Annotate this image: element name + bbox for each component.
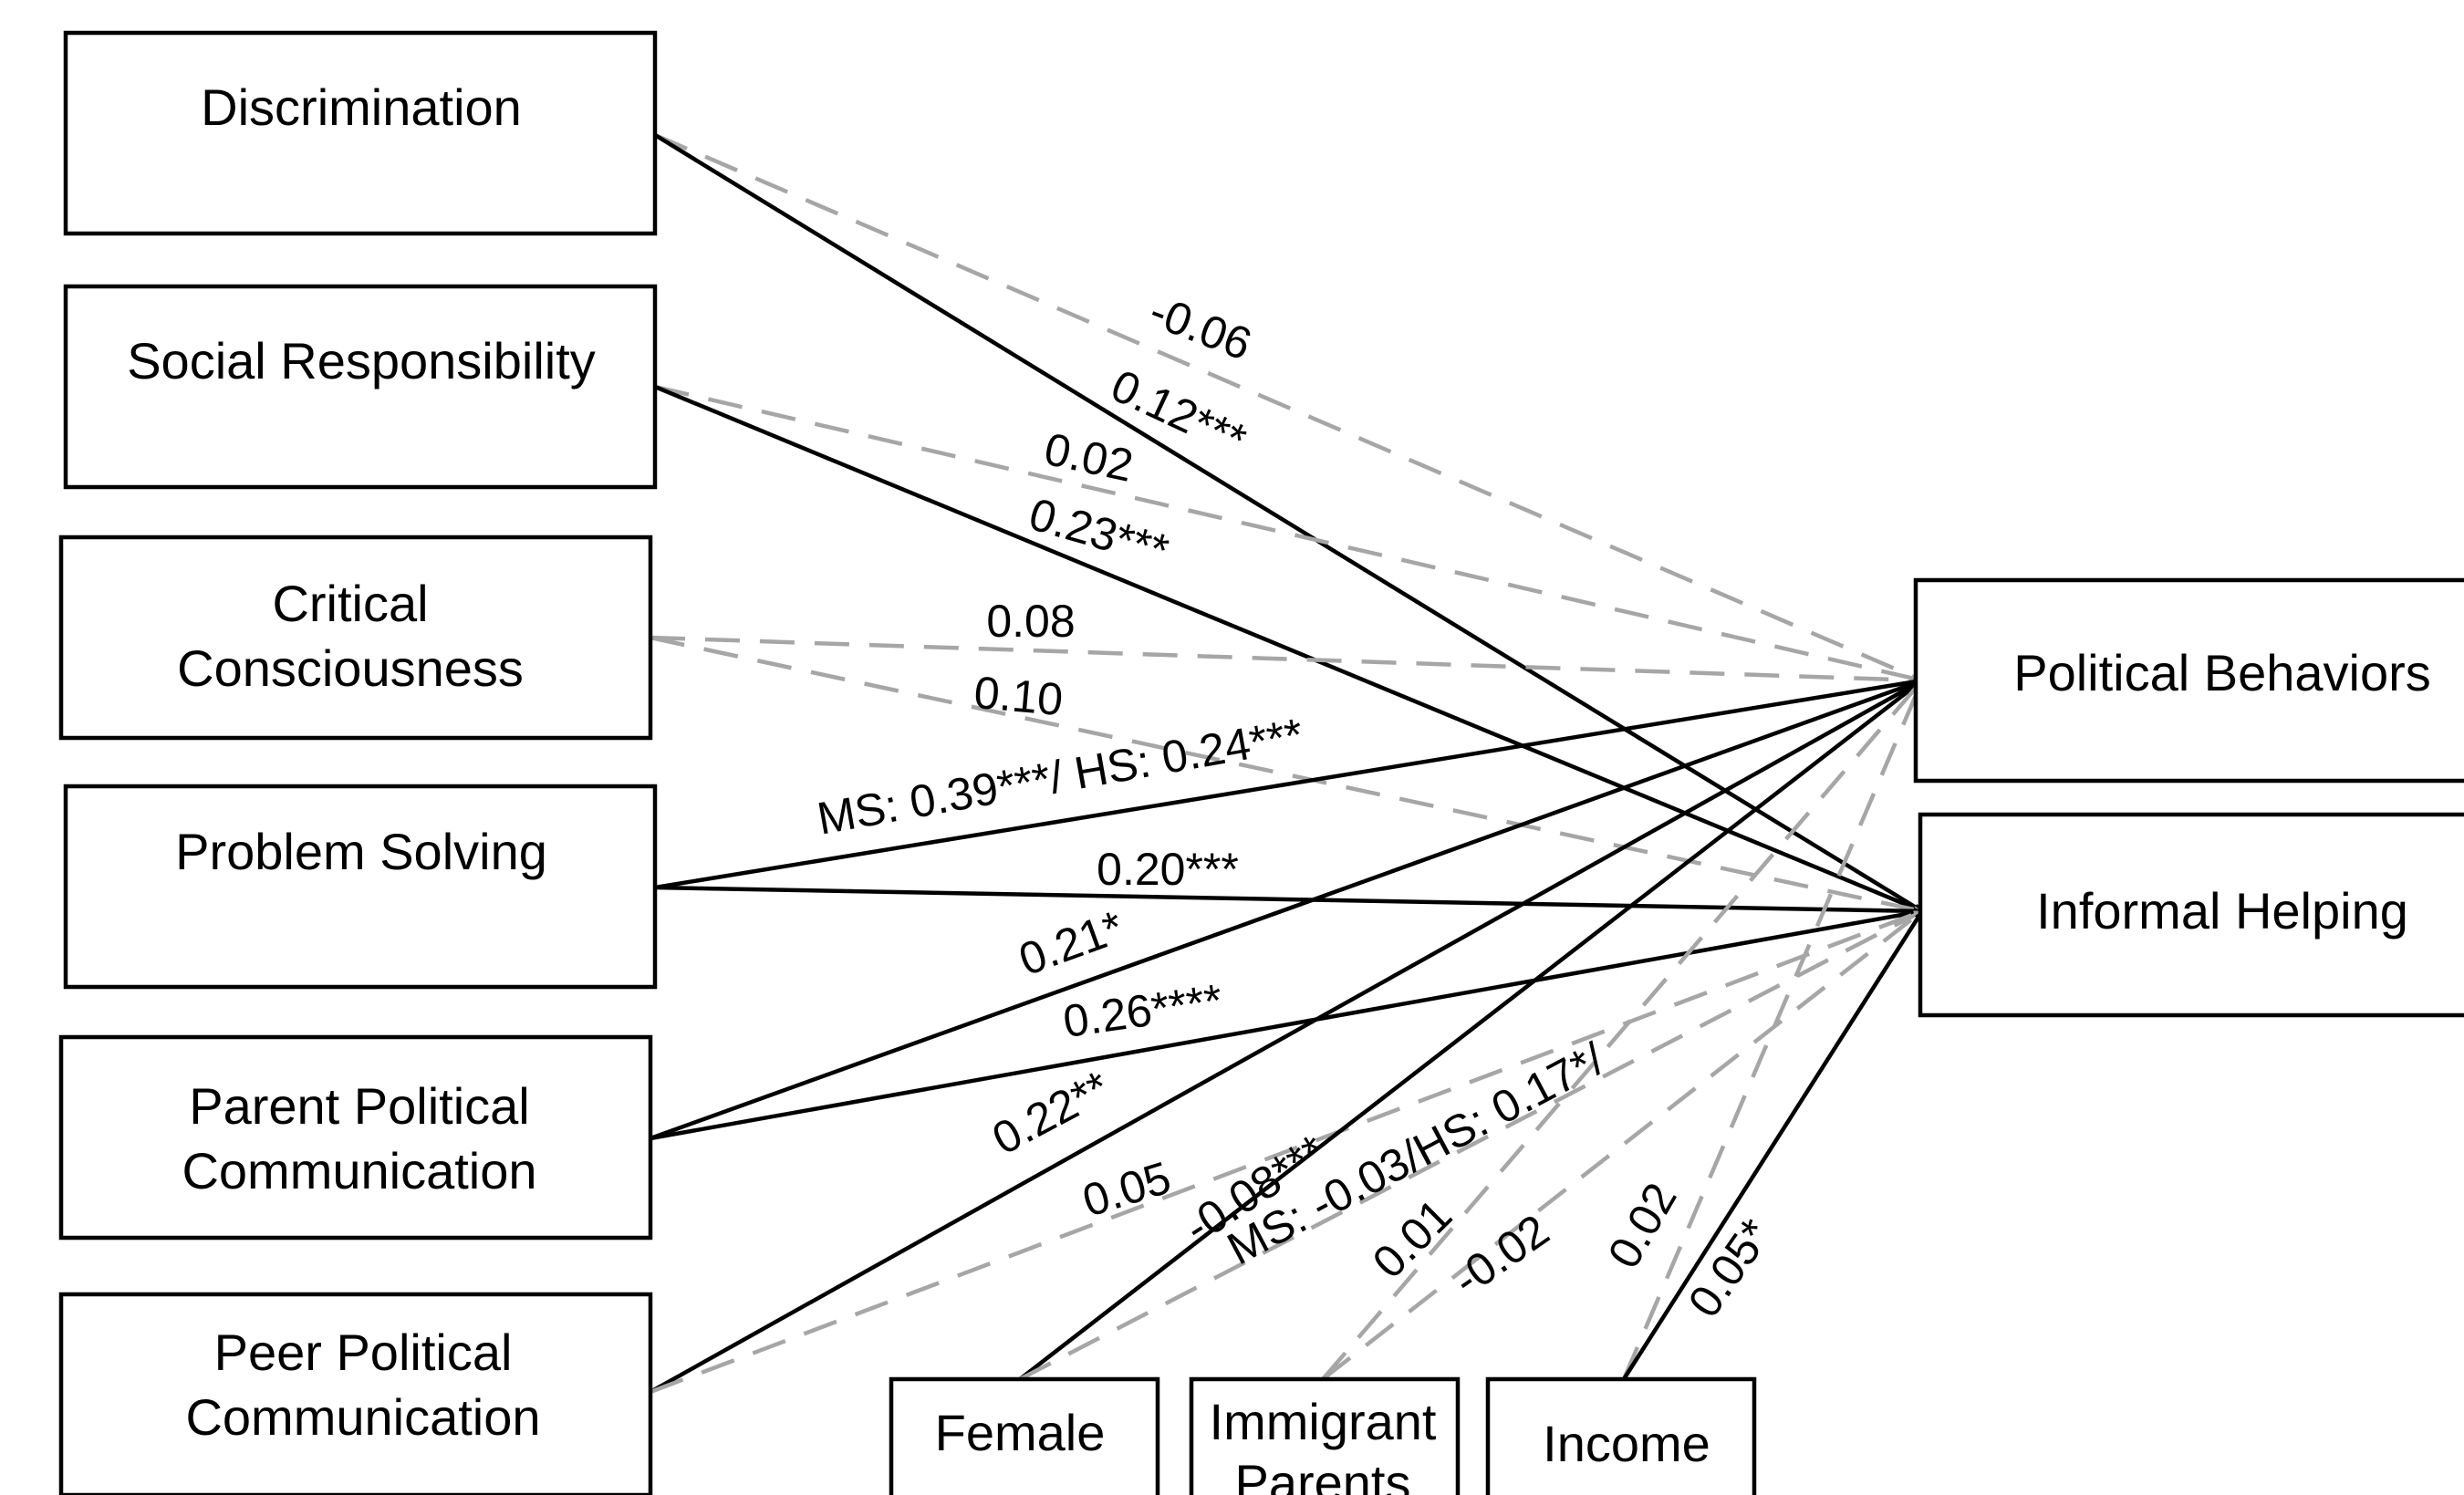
node-label: Social Responsibility [127,332,596,389]
edge-imm-pb [1321,679,1924,1381]
edge-fem-pb [1018,679,1924,1381]
edge-disc-ih [653,133,1924,913]
edge-label-ps-ih: 0.20*** [1097,844,1239,895]
edge-label-peer-ih: 0.05 [1076,1152,1176,1227]
node-female: Female [889,1376,1160,1495]
edge-imm-ih [1321,909,1924,1381]
node-label-line1: Immigrant [1210,1393,1437,1450]
edge-cc-pb [650,635,1923,684]
edge-label-ps-pb: MS: 0.39***/ HS: 0.24*** [814,709,1307,845]
edge-cc-ih [650,635,1923,914]
node-discrimination: Discrimination [63,30,658,236]
edge-label-cc-pb: 0.08 [986,596,1075,647]
edge-disc-pb [654,132,1923,683]
edge-label-cc-ih: 0.10 [972,667,1066,725]
edges-layer [649,132,1925,1395]
node-informal-helping: Informal Helping [1918,812,2464,1018]
edge-ppc-pb [650,678,1923,1141]
node-parent-political-communication: Parent Political Communication [58,1034,653,1241]
node-label: Political Behaviors [2013,644,2431,701]
node-peer-political-communication: Peer Political Communication [58,1292,653,1495]
node-label-line1: Parent Political [189,1077,530,1135]
edge-ps-ih [654,885,1923,915]
node-label-line2: Communication [185,1388,540,1446]
node-label-line2: Communication [182,1142,536,1199]
edge-label-ppc-ih: 0.26**** [1060,974,1225,1047]
edge-sr-ih [654,384,1923,914]
node-problem-solving: Problem Solving [63,784,658,990]
edge-label-disc-pb: -0.06 [1143,286,1258,370]
node-immigrant-parents: Immigrant Parents [1189,1376,1461,1495]
edge-peer-pb [649,679,1924,1394]
node-label-line2: Parents [1235,1454,1411,1495]
node-label-line2: Consciousness [177,639,524,697]
edge-label-imm-ih: -0.02 [1444,1204,1558,1305]
node-label: Informal Helping [2036,882,2408,940]
node-political-behaviors: Political Behaviors [1913,577,2464,784]
node-label-line1: Peer Political [214,1324,513,1381]
node-critical-consciousness: Critical Consciousness [58,535,653,741]
edge-ppc-ih [650,908,1923,1141]
node-label: Income [1543,1415,1710,1472]
node-label: Discrimination [201,78,522,136]
node-social-responsibility: Social Responsibility [63,284,658,490]
node-label: Female [935,1404,1106,1461]
edge-inc-ih [1622,909,1924,1381]
node-label: Problem Solving [175,823,547,880]
edge-peer-ih [650,908,1923,1395]
edge-sr-pb [654,384,1923,683]
node-label-line1: Critical [272,575,428,632]
edge-ps-pb [654,678,1923,890]
edge-fem-ih [1018,909,1924,1381]
node-income: Income [1485,1376,1757,1495]
edge-label-imm-pb: 0.01 [1363,1189,1461,1288]
edge-inc-pb [1621,680,1925,1380]
